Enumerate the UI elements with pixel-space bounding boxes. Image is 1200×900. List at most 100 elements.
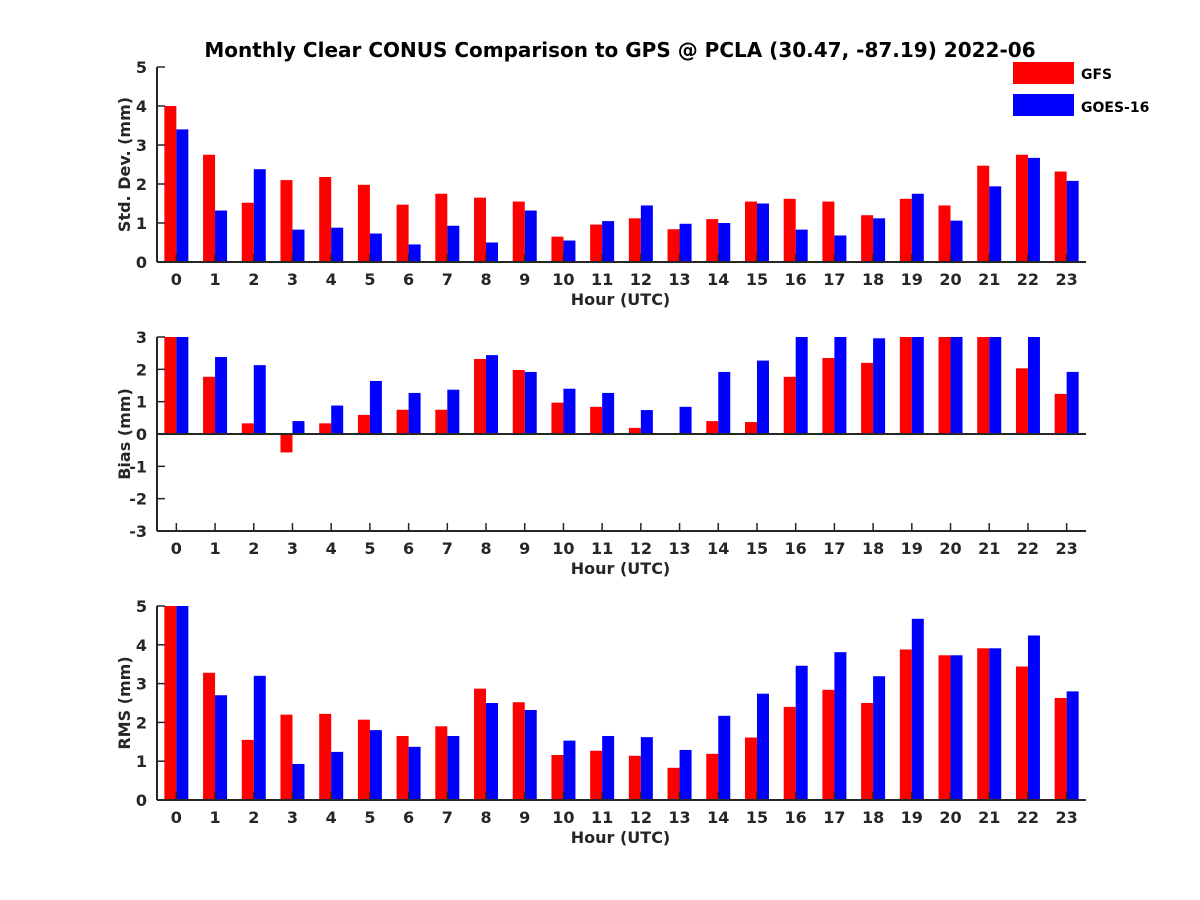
- y-tick-label: 1: [136, 393, 147, 412]
- bar-gfs-19: [899, 337, 912, 434]
- bar-goes16-10: [563, 240, 576, 262]
- bar-goes16-7: [447, 225, 460, 262]
- bar-gfs-7: [435, 409, 448, 434]
- bar-goes16-17: [834, 652, 847, 800]
- x-tick-label: 10: [552, 270, 574, 289]
- y-tick-label: -2: [129, 490, 147, 509]
- bar-gfs-14: [706, 753, 719, 800]
- x-tick-label: 13: [668, 539, 690, 558]
- x-tick-label: 14: [707, 808, 729, 827]
- x-tick-label: 9: [519, 539, 530, 558]
- x-tick-label: 1: [209, 539, 220, 558]
- bar-goes16-7: [447, 389, 460, 434]
- bar-goes16-10: [563, 740, 576, 800]
- bar-goes16-5: [369, 233, 382, 262]
- legend-label-gfs: GFS: [1081, 67, 1112, 83]
- x-tick-label: 18: [862, 539, 884, 558]
- x-tick-label: 0: [171, 808, 182, 827]
- x-tick-label: 21: [978, 270, 1000, 289]
- bar-gfs-4: [319, 423, 332, 434]
- x-tick-label: 12: [630, 808, 652, 827]
- bar-goes16-21: [989, 186, 1002, 262]
- x-tick-label: 23: [1056, 808, 1078, 827]
- legend-swatch-goes16: [1013, 94, 1074, 116]
- bar-goes16-17: [834, 337, 847, 434]
- bar-gfs-4: [319, 176, 332, 262]
- bar-gfs-2: [241, 423, 254, 434]
- x-tick-label: 21: [978, 808, 1000, 827]
- bar-gfs-0: [164, 606, 177, 800]
- y-tick-label: 2: [136, 713, 147, 732]
- x-tick-label: 22: [1017, 270, 1039, 289]
- bar-gfs-13: [667, 767, 680, 800]
- x-tick-label: 23: [1056, 270, 1078, 289]
- y-tick-label: 3: [136, 328, 147, 347]
- y-axis-label: Std. Dev. (mm): [115, 97, 134, 232]
- x-tick-label: 23: [1056, 539, 1078, 558]
- bar-gfs-5: [357, 414, 370, 434]
- x-tick-label: 12: [630, 270, 652, 289]
- bar-gfs-22: [1015, 666, 1028, 800]
- bar-goes16-11: [602, 392, 615, 434]
- y-axis-label: Bias (mm): [115, 388, 134, 480]
- bar-gfs-21: [977, 337, 990, 434]
- bar-goes16-16: [795, 665, 808, 800]
- bar-gfs-10: [551, 236, 564, 262]
- bar-goes16-9: [524, 371, 537, 434]
- y-tick-label: 1: [136, 752, 147, 771]
- x-tick-label: 9: [519, 270, 530, 289]
- bar-goes16-0: [176, 337, 189, 434]
- bar-gfs-16: [783, 376, 796, 434]
- bar-goes16-14: [718, 223, 731, 262]
- bar-gfs-21: [977, 648, 990, 800]
- x-tick-label: 17: [823, 808, 845, 827]
- bar-gfs-15: [744, 201, 757, 262]
- bar-goes16-3: [292, 763, 305, 800]
- bar-gfs-6: [396, 204, 409, 262]
- x-tick-label: 14: [707, 270, 729, 289]
- bar-gfs-6: [396, 409, 409, 434]
- x-tick-label: 1: [209, 270, 220, 289]
- x-tick-label: 10: [552, 808, 574, 827]
- bar-goes16-0: [176, 129, 189, 262]
- bar-goes16-1: [215, 210, 228, 262]
- x-tick-label: 17: [823, 539, 845, 558]
- bar-goes16-10: [563, 388, 576, 434]
- bar-gfs-20: [938, 205, 951, 262]
- bar-gfs-22: [1015, 154, 1028, 262]
- bar-gfs-12: [628, 218, 641, 262]
- x-tick-label: 19: [901, 808, 923, 827]
- x-tick-label: 10: [552, 539, 574, 558]
- bar-gfs-1: [203, 672, 216, 800]
- bar-gfs-10: [551, 754, 564, 800]
- bar-goes16-20: [950, 655, 963, 800]
- x-tick-label: 16: [785, 270, 807, 289]
- x-tick-label: 9: [519, 808, 530, 827]
- x-tick-label: 8: [480, 808, 491, 827]
- bar-gfs-10: [551, 402, 564, 434]
- y-tick-label: 3: [136, 675, 147, 694]
- x-tick-label: 7: [442, 539, 453, 558]
- bar-gfs-6: [396, 735, 409, 800]
- x-tick-label: 8: [480, 270, 491, 289]
- y-tick-label: 2: [136, 360, 147, 379]
- bar-goes16-12: [640, 737, 653, 800]
- y-tick-label: -3: [129, 522, 147, 541]
- bar-gfs-8: [474, 688, 487, 800]
- bar-goes16-21: [989, 337, 1002, 434]
- x-tick-label: 16: [785, 539, 807, 558]
- bar-gfs-5: [357, 719, 370, 800]
- bar-goes16-2: [253, 169, 266, 262]
- bar-gfs-14: [706, 421, 719, 434]
- bar-goes16-7: [447, 735, 460, 800]
- legend: GFS GOES-16: [1013, 62, 1149, 116]
- bar-goes16-18: [873, 218, 886, 262]
- chart-title: Monthly Clear CONUS Comparison to GPS @ …: [204, 38, 1035, 62]
- x-axis-label: Hour (UTC): [571, 559, 671, 578]
- bar-goes16-16: [795, 337, 808, 434]
- bar-goes16-14: [718, 371, 731, 434]
- bar-gfs-0: [164, 337, 177, 434]
